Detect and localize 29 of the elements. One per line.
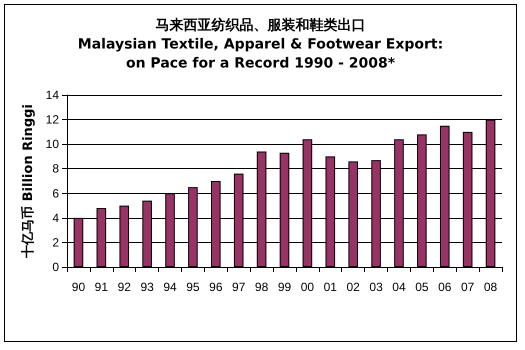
x-tick-label: 92	[118, 280, 132, 294]
y-tick-label: 2	[52, 235, 60, 250]
x-tick-label: 02	[346, 280, 360, 294]
y-tick-label: 0	[52, 260, 60, 274]
x-tick-label: 96	[209, 280, 223, 294]
x-tick-label: 91	[94, 280, 108, 294]
y-tick-label: 6	[52, 186, 60, 200]
x-tick-label: 04	[392, 280, 406, 294]
y-tick-label: 12	[46, 112, 60, 127]
x-tick-label: 90	[72, 280, 86, 294]
x-tick-label: 06	[438, 280, 452, 294]
x-tick-label: 97	[232, 280, 246, 294]
x-tick-label: 95	[186, 280, 200, 294]
y-tick-label: 14	[46, 88, 60, 102]
x-tick-label: 07	[460, 280, 475, 294]
x-tick-label: 05	[415, 280, 429, 294]
y-tick-label: 8	[52, 162, 60, 176]
x-tick-label: 01	[324, 280, 338, 294]
x-tick-label: 94	[163, 280, 178, 294]
x-tick-label: 93	[140, 280, 154, 294]
y-tick-label: 4	[52, 210, 60, 225]
x-tick-label: 98	[254, 280, 269, 294]
y-axis-title: 十亿马币 Billion Ringgi	[20, 104, 36, 259]
x-tick-label: 99	[278, 280, 292, 294]
chart-title: 马来西亚纺织品、服装和鞋类出口 Malaysian Textile, Apparel & Footwear Export: on Pace for a Record 1990 - 2008*	[78, 16, 444, 72]
y-tick-label: 10	[46, 137, 60, 152]
x-tick-label: 08	[484, 280, 498, 294]
x-tick-label: 03	[369, 280, 384, 294]
x-tick-label: 00	[300, 280, 314, 294]
